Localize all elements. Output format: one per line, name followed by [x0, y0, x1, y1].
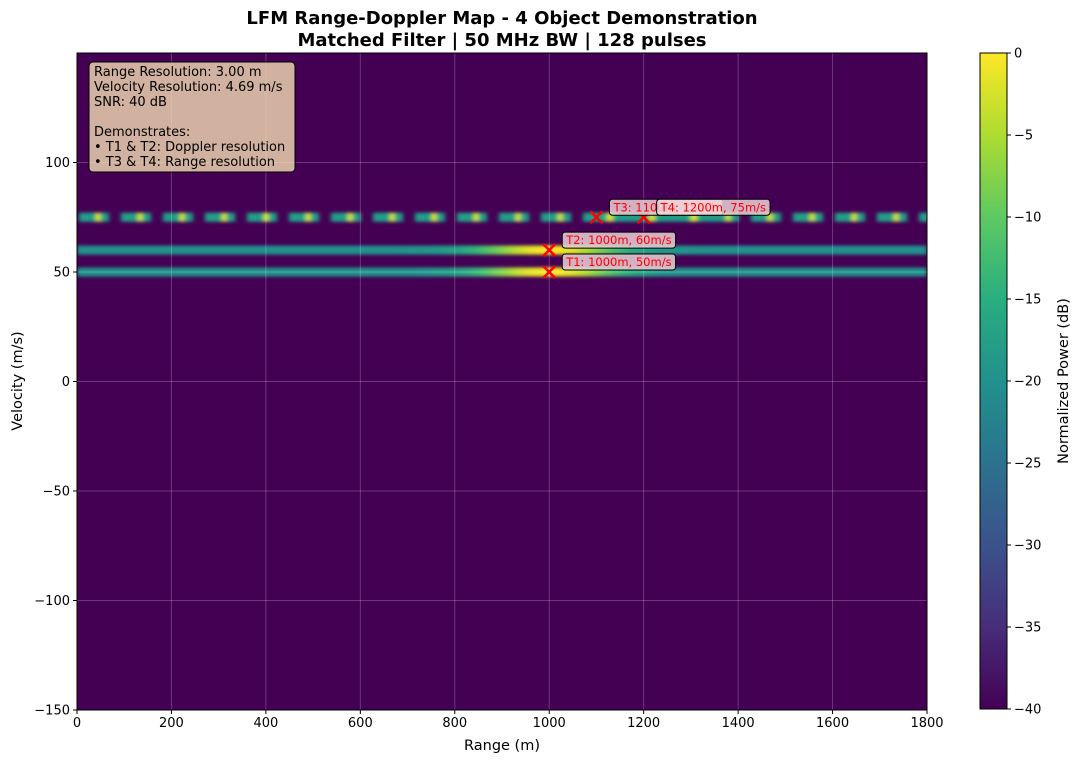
band-segment	[835, 212, 865, 222]
info-line: Range Resolution: 3.00 m	[94, 65, 262, 80]
x-tick-label: 800	[442, 716, 467, 731]
target-label: T1: 1000m, 50m/s	[565, 255, 671, 269]
y-tick-label: 0	[62, 375, 70, 390]
x-tick-label: 1200	[627, 716, 660, 731]
colorbar-tick-label: −5	[1014, 129, 1033, 144]
colorbar-tick-label: −40	[1014, 703, 1041, 718]
y-tick-label: 50	[53, 266, 70, 281]
band-segment	[919, 212, 927, 222]
band-segment	[541, 212, 571, 222]
target-label: T2: 1000m, 60m/s	[565, 233, 671, 247]
band-segment	[205, 212, 235, 222]
target-annotation: T2: 1000m, 60m/s	[561, 231, 677, 249]
colorbar-tick-label: 0	[1014, 47, 1022, 62]
target-label-box	[656, 198, 771, 216]
band-segment	[163, 212, 193, 222]
band-segment	[373, 212, 403, 222]
band-segment	[457, 212, 487, 222]
y-axis-ticks: −150 −100 −50 0 50 100	[34, 156, 77, 719]
target-marker	[542, 265, 557, 279]
info-line: • T3 & T4: Range resolution	[94, 155, 275, 170]
info-line: • T1 & T2: Doppler resolution	[94, 140, 285, 155]
band-segment	[499, 212, 529, 222]
x-tick-label: 0	[73, 716, 81, 731]
band-2	[79, 212, 927, 222]
info-line: SNR: 40 dB	[94, 95, 167, 110]
marker-stroke	[542, 265, 557, 279]
y-tick-label: −150	[34, 704, 70, 719]
target-label: T4: 1200m, 75m/s	[660, 200, 766, 214]
chart-title: LFM Range-Doppler Map - 4 Object Demonst…	[246, 8, 757, 29]
x-tick-label: 1800	[910, 716, 943, 731]
y-axis-label: Velocity (m/s)	[10, 331, 26, 430]
band-1	[77, 245, 927, 255]
y-tick-label: −50	[43, 485, 70, 500]
band-0	[77, 267, 927, 277]
colorbar-tick-label: −30	[1014, 539, 1041, 554]
band-segment	[877, 212, 907, 222]
band-segment	[121, 212, 151, 222]
band-segment	[667, 212, 709, 222]
x-tick-label: 1400	[722, 716, 755, 731]
band-segment	[793, 212, 823, 222]
target-label-box	[561, 231, 677, 249]
target-markers: T1: 1000m, 50m/sT2: 1000m, 60m/sT3: 1100…	[542, 198, 771, 279]
info-box-frame	[88, 61, 296, 173]
colorbar-tick-label: −35	[1014, 621, 1041, 636]
info-line: Demonstrates:	[94, 125, 190, 140]
heatmap-bands	[77, 212, 927, 277]
band-segment	[289, 212, 319, 222]
colorbar-label: Normalized Power (dB)	[1056, 298, 1072, 464]
target-annotation: T1: 1000m, 50m/s	[561, 253, 677, 271]
x-tick-label: 400	[253, 716, 278, 731]
band-segment	[751, 212, 781, 222]
x-axis-ticks: 0 200 400 600 800 1000 1200 1400 1600 1800	[73, 710, 944, 731]
colorbar	[980, 53, 1007, 709]
band-segment	[415, 212, 445, 222]
y-tick-label: −100	[34, 594, 70, 609]
colorbar-tick-label: −10	[1014, 211, 1041, 226]
target-label-box	[561, 253, 677, 271]
x-tick-label: 600	[348, 716, 373, 731]
marker-stroke	[542, 243, 557, 257]
x-axis-label: Range (m)	[464, 738, 540, 754]
marker-stroke	[589, 210, 604, 225]
target-marker	[589, 210, 604, 225]
colorbar-tick-label: −25	[1014, 457, 1041, 472]
info-line: Velocity Resolution: 4.69 m/s	[94, 80, 283, 95]
target-annotation: T4: 1200m, 75m/s	[656, 198, 771, 216]
colorbar-ticks: 0 −5 −10 −15 −20 −25 −30 −35 −40	[1007, 47, 1041, 718]
chart-subtitle: Matched Filter | 50 MHz BW | 128 pulses	[297, 30, 706, 51]
band-segment	[247, 212, 277, 222]
band-segment	[709, 212, 739, 222]
y-tick-label: 100	[45, 156, 70, 171]
x-tick-label: 200	[159, 716, 184, 731]
x-tick-label: 1000	[533, 716, 566, 731]
band-segment	[331, 212, 361, 222]
colorbar-tick-label: −15	[1014, 293, 1041, 308]
x-tick-label: 1600	[816, 716, 849, 731]
band-segment	[625, 212, 667, 222]
colorbar-tick-label: −20	[1014, 375, 1041, 390]
band-segment	[583, 212, 625, 222]
target-marker	[542, 243, 557, 257]
band-segment	[79, 212, 109, 222]
